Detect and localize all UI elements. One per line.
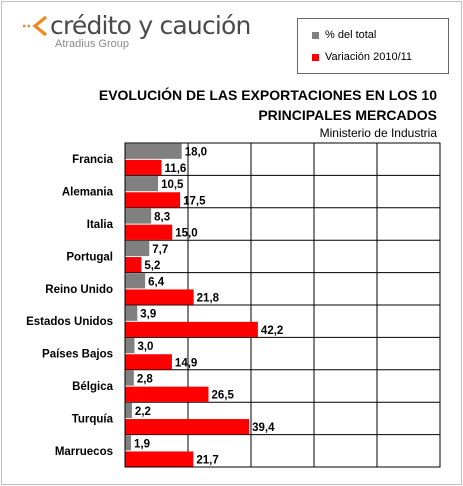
data-label-variation-belgica: 26,5 — [211, 390, 234, 402]
chart-legend: % del total Variación 2010/11 — [297, 18, 449, 74]
legend-label-total: % del total — [325, 29, 377, 41]
data-label-total-marruecos: 1,9 — [134, 438, 150, 450]
category-label-italia: Italia — [87, 219, 114, 231]
legend-item-variation: Variación 2010/11 — [312, 51, 412, 63]
bar-variation-estados-unidos — [125, 321, 258, 338]
bar-total-portugal — [125, 240, 150, 257]
data-label-variation-estados-unidos: 42,2 — [261, 325, 283, 337]
chart-title: EVOLUCIÓN DE LAS EXPORTACIONES EN LOS 10… — [99, 85, 437, 125]
bar-variation-belgica — [125, 386, 209, 402]
category-label-turquia: Turquía — [72, 413, 114, 425]
data-label-total-paises-bajos: 3,0 — [137, 341, 153, 353]
data-label-total-italia: 8,3 — [154, 212, 170, 224]
bar-total-francia — [125, 143, 182, 159]
category-label-alemania: Alemania — [62, 187, 114, 199]
bar-variation-alemania — [125, 192, 181, 208]
category-label-paises-bajos: Países Bajos — [42, 349, 113, 361]
data-label-total-turquia: 2,2 — [135, 406, 151, 418]
chart-title-line-2: PRINCIPALES MERCADOS — [258, 107, 437, 123]
category-label-marruecos: Marruecos — [55, 446, 113, 458]
data-label-total-belgica: 2,8 — [137, 374, 154, 386]
bar-total-marruecos — [125, 435, 131, 451]
bar-variation-italia — [125, 224, 173, 240]
legend-swatch-total — [312, 31, 319, 39]
data-label-variation-alemania: 17,5 — [183, 195, 206, 207]
data-label-total-reino-unido: 6,4 — [148, 276, 165, 288]
data-label-total-alemania: 10,5 — [161, 179, 184, 191]
bar-total-italia — [125, 208, 152, 224]
logo-tagline: Atradius Group — [55, 38, 129, 50]
legend-swatch-variation — [312, 53, 319, 61]
logo-name: crédito y caución — [50, 11, 251, 40]
logo-chevron-icon — [23, 15, 48, 37]
data-label-variation-reino-unido: 21,8 — [197, 293, 220, 305]
category-label-francia: Francia — [72, 154, 114, 166]
data-label-total-francia: 18,0 — [185, 147, 207, 159]
bar-variation-francia — [125, 159, 162, 176]
bar-variation-portugal — [125, 257, 142, 273]
data-label-variation-francia: 11,6 — [165, 163, 187, 175]
data-label-variation-paises-bajos: 14,9 — [175, 357, 197, 369]
bar-total-alemania — [125, 176, 159, 192]
bar-total-belgica — [125, 370, 134, 386]
legend-label-variation: Variación 2010/11 — [325, 51, 413, 63]
bar-total-reino-unido — [125, 273, 146, 289]
bar-variation-paises-bajos — [125, 354, 172, 370]
data-label-variation-italia: 15,0 — [175, 228, 197, 240]
data-label-total-estados-unidos: 3,9 — [140, 309, 156, 321]
data-label-variation-turquia: 39,4 — [252, 422, 275, 434]
bar-total-turquia — [125, 402, 132, 419]
brand-logo: crédito y caución Atradius Group — [22, 12, 251, 50]
data-label-variation-marruecos: 21,7 — [196, 455, 218, 467]
plot-border — [124, 142, 441, 468]
category-label-portugal: Portugal — [66, 251, 113, 263]
category-label-belgica: Bélgica — [72, 381, 114, 393]
data-label-total-portugal: 7,7 — [152, 244, 168, 256]
category-label-estados-unidos: Estados Unidos — [26, 316, 113, 328]
category-label-reino-unido: Reino Unido — [45, 284, 113, 296]
bar-variation-turquia — [125, 419, 250, 435]
data-label-variation-portugal: 5,2 — [144, 260, 160, 272]
chart-title-line-1: EVOLUCIÓN DE LAS EXPORTACIONES EN LOS 10 — [98, 87, 437, 103]
bar-variation-reino-unido — [125, 289, 194, 305]
bar-variation-marruecos — [125, 451, 194, 467]
bar-total-paises-bajos — [125, 338, 135, 354]
legend-item-total: % del total — [312, 29, 376, 41]
chart-subtitle: Ministerio de Industria — [319, 126, 437, 140]
bar-total-estados-unidos — [125, 305, 138, 321]
